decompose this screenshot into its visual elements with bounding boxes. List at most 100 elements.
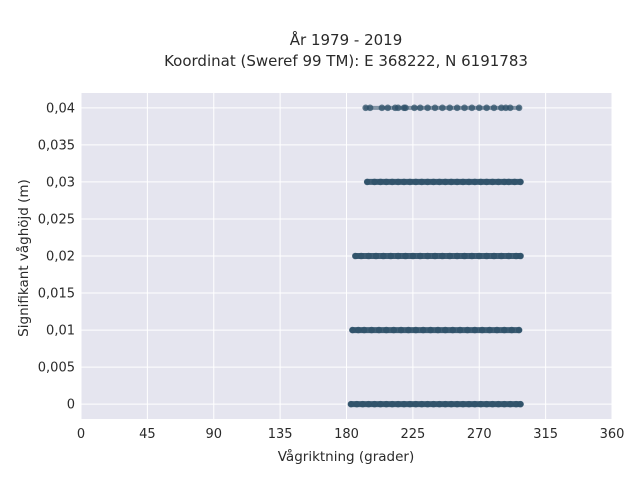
data-point <box>471 400 479 408</box>
x-tick-label: 225 <box>400 427 425 442</box>
data-point <box>447 400 455 408</box>
data-point <box>515 326 523 334</box>
data-point <box>453 400 461 408</box>
data-point <box>368 326 375 334</box>
data-point <box>517 400 524 408</box>
data-point <box>397 326 405 334</box>
data-point <box>505 252 513 260</box>
data-point <box>468 104 476 112</box>
x-axis-label: Vågriktning (grader) <box>278 448 415 465</box>
data-point <box>430 178 437 186</box>
data-point <box>436 178 443 186</box>
data-point <box>464 326 471 334</box>
data-point <box>461 104 468 112</box>
data-point <box>453 104 461 112</box>
data-point <box>375 326 383 334</box>
data-point <box>498 252 505 260</box>
data-point <box>409 252 417 260</box>
data-point <box>412 178 420 186</box>
data-point <box>366 104 374 112</box>
data-point <box>394 252 402 260</box>
data-point <box>388 400 396 408</box>
data-point <box>442 400 449 408</box>
data-point <box>390 326 398 334</box>
data-point <box>371 400 378 408</box>
data-point <box>412 400 420 408</box>
chart-subtitle: Koordinat (Sweref 99 TM): E 368222, N 61… <box>164 52 528 70</box>
data-point <box>394 178 402 186</box>
data-point <box>446 104 454 112</box>
data-point <box>416 252 424 260</box>
x-tick-label: 315 <box>533 427 558 442</box>
data-point <box>453 252 461 260</box>
y-tick-label: 0,005 <box>38 361 75 376</box>
data-point <box>475 104 483 112</box>
data-point <box>453 178 461 186</box>
data-point <box>383 326 390 334</box>
data-point <box>489 400 496 408</box>
data-point <box>424 104 431 112</box>
data-point <box>431 252 439 260</box>
data-point <box>439 104 446 112</box>
x-tick-label: 90 <box>205 427 222 442</box>
data-point <box>478 326 486 334</box>
data-point <box>483 400 490 408</box>
data-point <box>439 252 446 260</box>
data-point <box>434 326 442 334</box>
data-point <box>357 252 365 260</box>
data-point <box>511 178 518 186</box>
x-tick-label: 180 <box>334 427 359 442</box>
data-point <box>355 326 362 334</box>
x-tick-labels: 0 45 90 135 180 225 270 315 360 <box>77 427 625 442</box>
data-point <box>493 326 501 334</box>
data-point <box>465 178 473 186</box>
y-tick-label: 0,03 <box>46 175 75 190</box>
data-point <box>353 400 361 408</box>
data-point <box>483 104 490 112</box>
data-point <box>490 252 498 260</box>
x-tick-label: 0 <box>77 427 85 442</box>
data-point <box>378 104 386 112</box>
data-point <box>424 252 431 260</box>
data-point <box>380 252 387 260</box>
data-point <box>383 400 390 408</box>
data-point <box>517 178 524 186</box>
data-point <box>365 252 372 260</box>
x-tick-label: 45 <box>139 427 156 442</box>
data-point <box>477 178 485 186</box>
data-point <box>495 178 502 186</box>
data-point <box>384 104 392 112</box>
data-point <box>465 400 473 408</box>
data-point <box>436 400 443 408</box>
data-point <box>411 104 418 112</box>
y-tick-label: 0,015 <box>38 287 75 302</box>
data-point <box>506 104 514 112</box>
data-point <box>349 326 356 334</box>
data-point <box>400 178 408 186</box>
data-point <box>400 400 408 408</box>
data-point <box>427 326 434 334</box>
y-tick-label: 0 <box>67 398 75 413</box>
data-point <box>446 252 454 260</box>
data-point <box>490 104 498 112</box>
y-tick-label: 0,035 <box>38 138 75 153</box>
data-point <box>475 252 483 260</box>
data-point <box>517 252 524 260</box>
data-point <box>347 400 355 408</box>
data-point <box>387 252 395 260</box>
data-point <box>424 400 431 408</box>
data-point <box>456 326 464 334</box>
data-point <box>419 326 427 334</box>
data-point <box>430 400 437 408</box>
data-point <box>383 178 390 186</box>
data-point <box>412 326 420 334</box>
data-point <box>377 400 384 408</box>
data-point <box>501 326 508 334</box>
data-point <box>418 178 426 186</box>
data-point <box>483 252 490 260</box>
data-point <box>506 400 514 408</box>
data-point <box>468 252 476 260</box>
y-tick-label: 0,025 <box>38 212 75 227</box>
data-point <box>418 400 426 408</box>
